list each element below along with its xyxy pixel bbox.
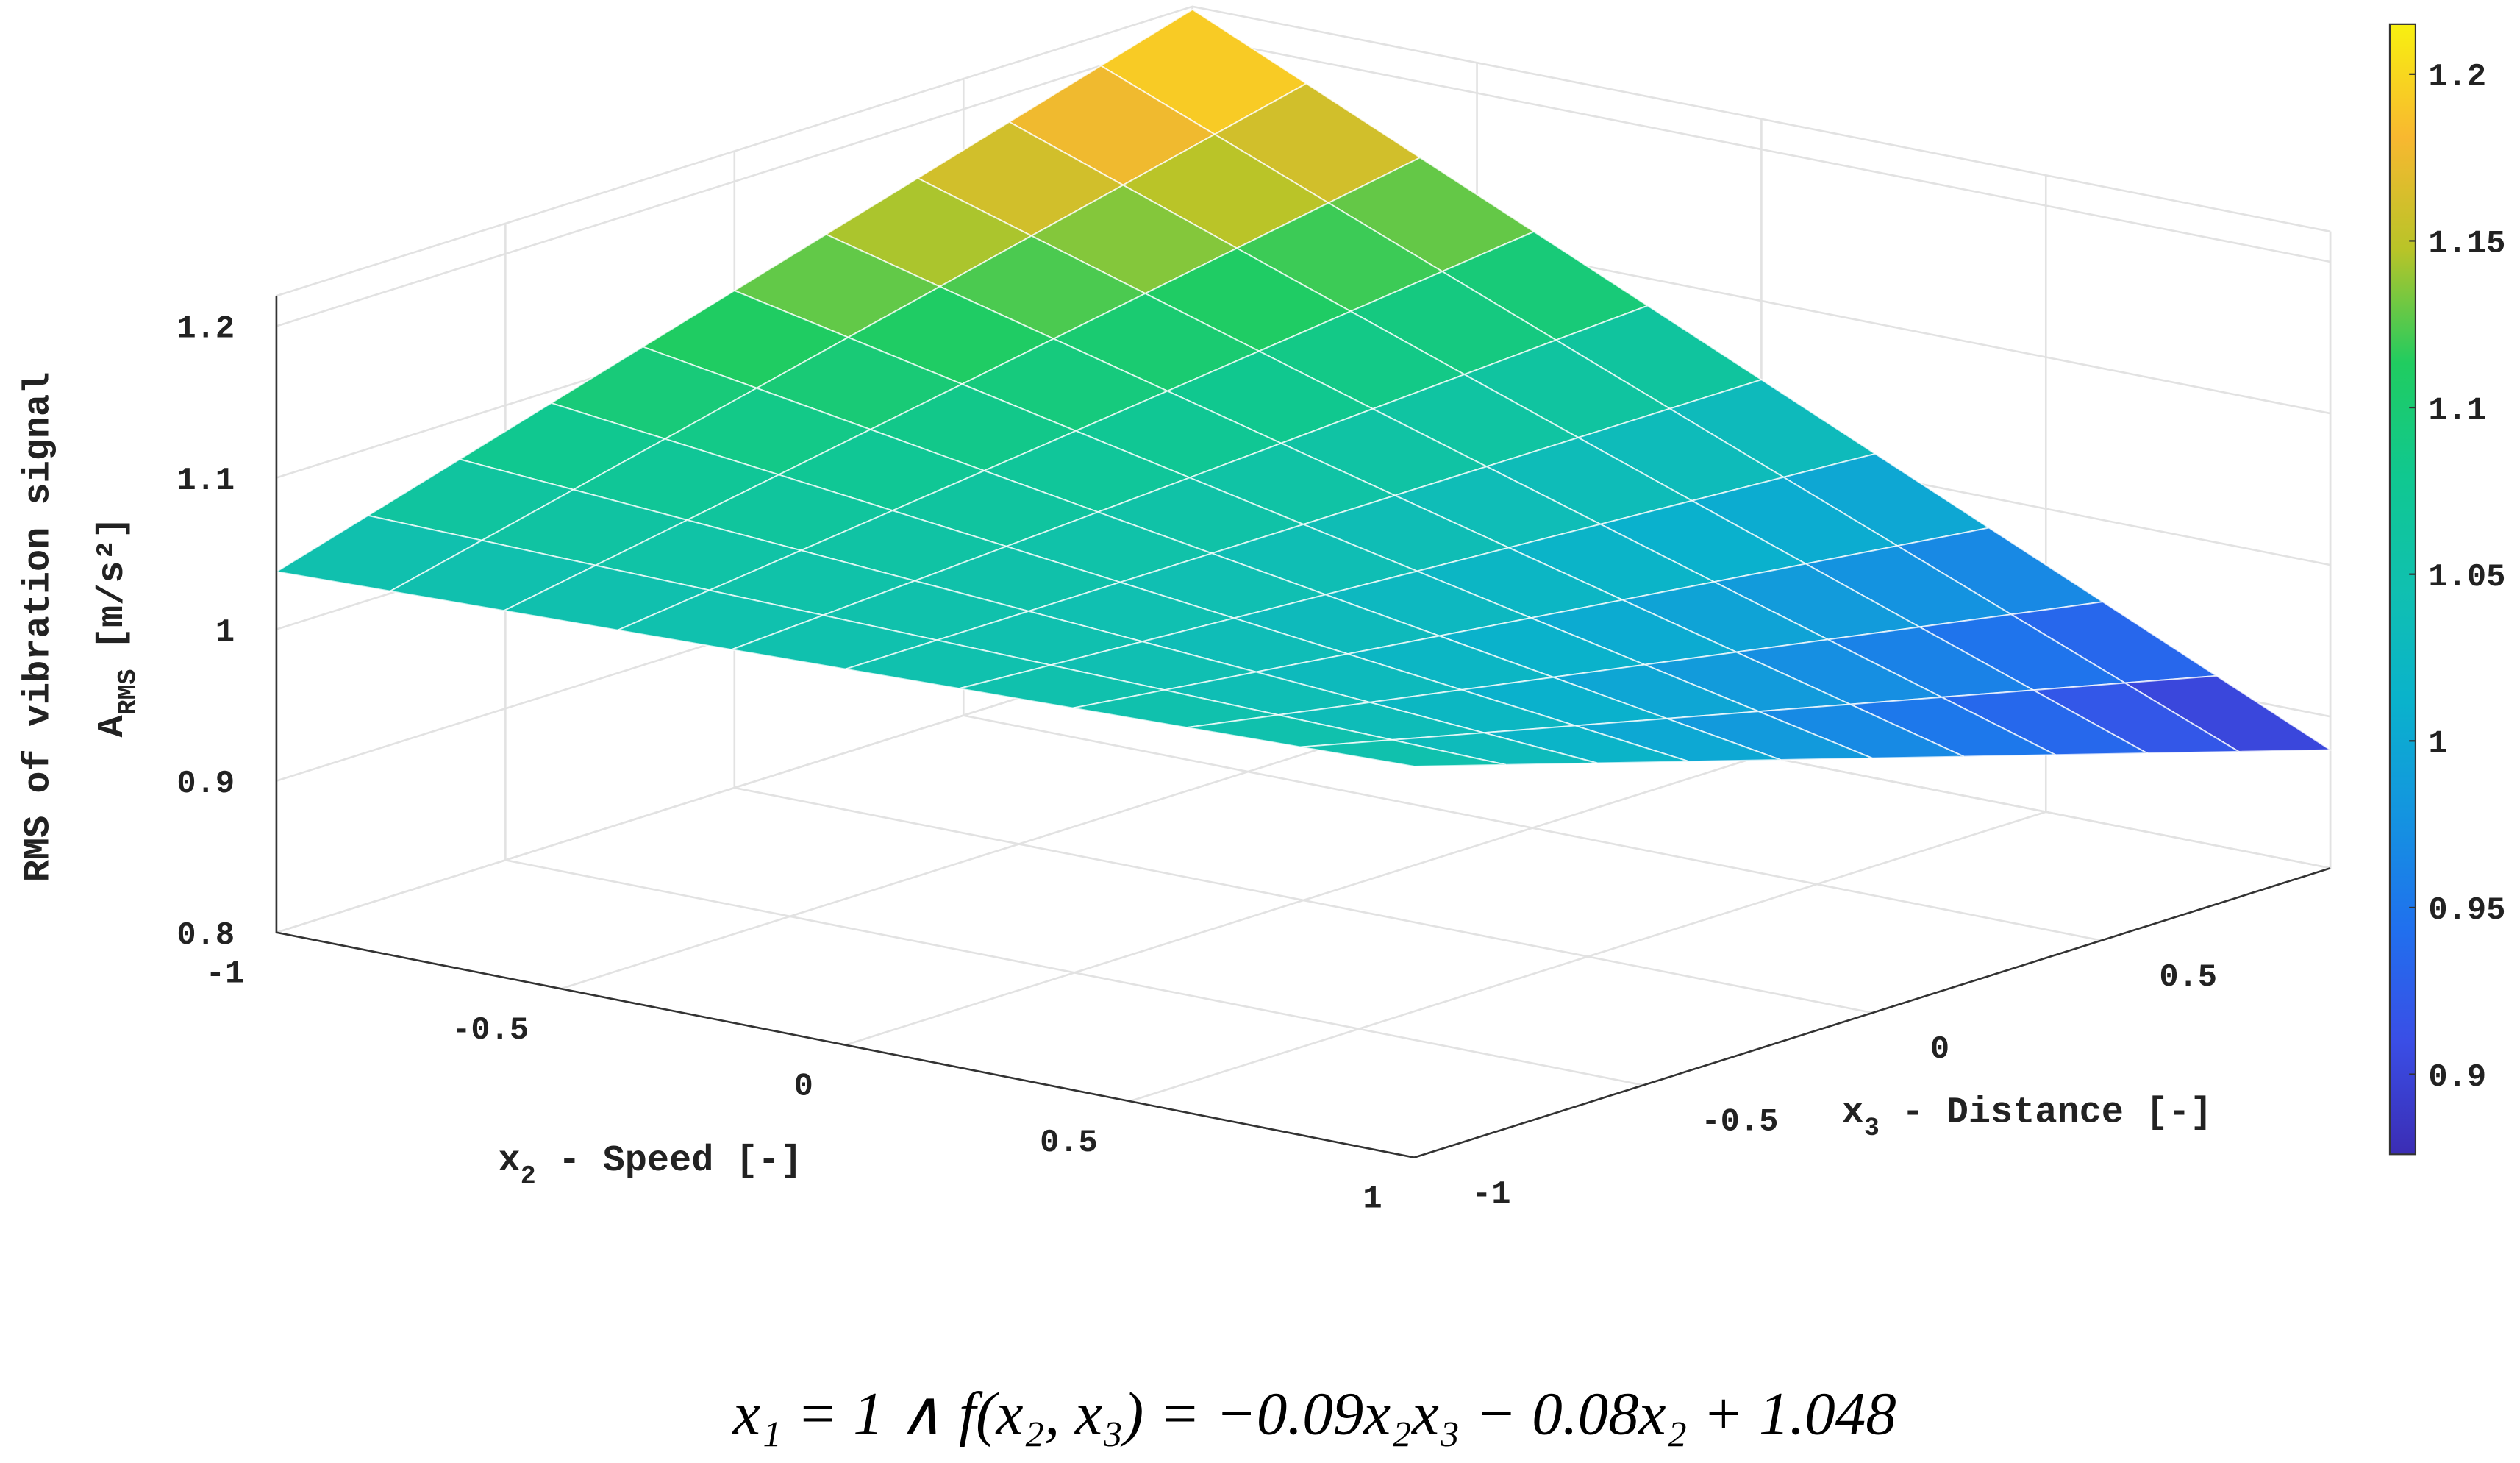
y-tick-label: -0.5 xyxy=(1701,1105,1778,1141)
colorbar-tick-label: 1.05 xyxy=(2428,560,2505,596)
x-label-symbol: x xyxy=(499,1140,521,1182)
z-tick-label: 0.9 xyxy=(176,766,235,802)
x-tick-label: 0.5 xyxy=(1040,1125,1098,1161)
x-tick-label: -0.5 xyxy=(451,1013,529,1049)
y-label-sub: 3 xyxy=(1864,1114,1880,1143)
caption: x₁ = 1 ∧ f(x₂, x₃) = −0.09x₂x₃ − 0.08x₂ … xyxy=(732,1380,1896,1448)
x-tick-label: 0 xyxy=(794,1069,813,1105)
y-tick-label: 0.5 xyxy=(2159,960,2217,996)
y-label: x3 - Distance [-] xyxy=(1842,1092,2213,1143)
y-label-text: - Distance [-] xyxy=(1902,1092,2212,1134)
y-tick-label: -1 xyxy=(1472,1177,1510,1213)
colorbar-tick-label: 1.1 xyxy=(2428,393,2486,429)
x-tick-label: 1 xyxy=(1363,1181,1382,1217)
colorbar-tick-label: 1.2 xyxy=(2428,60,2486,96)
surface xyxy=(274,8,2333,767)
z-label-sub: RMS xyxy=(115,669,143,715)
z-label: RMS of vibration signal xyxy=(18,372,60,883)
colorbar-tick-label: 0.95 xyxy=(2428,893,2505,929)
z-label-2: ARMS [m/s²] xyxy=(92,516,143,737)
x-label-text: - Speed [-] xyxy=(558,1140,802,1182)
x-label: x2 - Speed [-] xyxy=(499,1140,802,1191)
y-tick-label: 0 xyxy=(1930,1032,1949,1068)
colorbar-scale xyxy=(2388,23,2417,1156)
surface-cell xyxy=(1300,738,1507,767)
x-tick-label: -1 xyxy=(206,956,244,992)
y-label-symbol: x xyxy=(1842,1092,1864,1134)
colorbar-tick-label: 1 xyxy=(2428,727,2447,763)
z-tick-label: 1.1 xyxy=(176,463,235,499)
colorbar-tick-label: 1.15 xyxy=(2428,227,2505,263)
axes: 0.80.911.11.2-1-0.500.51-1-0.500.51 xyxy=(176,296,2407,1217)
axis-line xyxy=(275,296,2331,1159)
z-tick-label: 1.2 xyxy=(176,312,235,348)
colorbar: 0.9 0.95 1 1.05 1.1 1.15 1.2 xyxy=(2388,23,2505,1156)
z-tick-label: 1 xyxy=(215,615,235,651)
z-label-unit: [m/s²] xyxy=(92,516,134,649)
colorbar-tick-label: 0.9 xyxy=(2428,1060,2486,1096)
z-label-symbol: A xyxy=(92,715,134,738)
x-label-sub: 2 xyxy=(521,1163,536,1192)
z-tick-label: 0.8 xyxy=(176,918,235,954)
